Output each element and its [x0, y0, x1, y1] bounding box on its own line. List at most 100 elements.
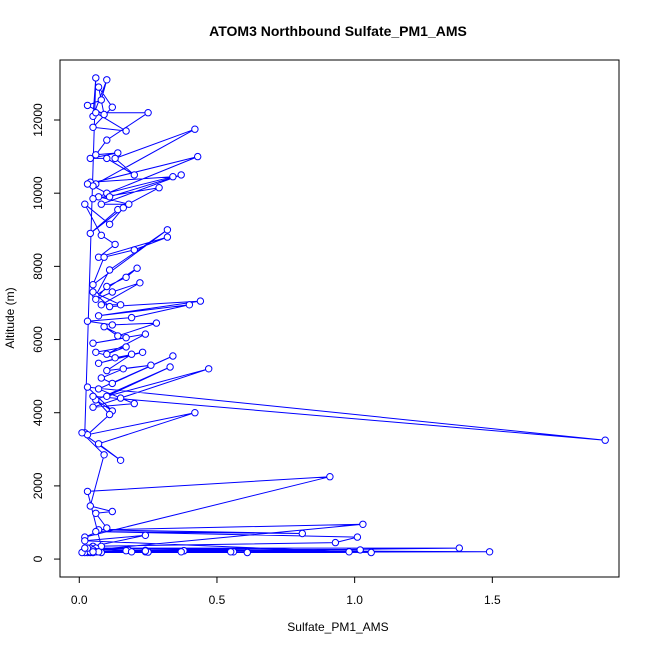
- data-point: [205, 365, 213, 373]
- data-point: [359, 520, 367, 528]
- data-point: [81, 544, 89, 552]
- data-point: [86, 229, 95, 238]
- y-tick-label: 2000: [31, 472, 45, 499]
- data-point: [116, 456, 125, 464]
- x-tick-label: 1.5: [484, 593, 501, 607]
- data-point: [103, 282, 111, 291]
- y-axis: 0 2000 4000 6000 8000 10000 12000: [31, 103, 61, 562]
- x-axis: 0.0 0.5 1.0 1.5: [71, 576, 501, 607]
- data-point: [455, 544, 463, 552]
- data-point: [122, 273, 130, 281]
- data-point: [147, 361, 155, 369]
- data-point: [92, 509, 100, 517]
- data-point: [105, 266, 114, 274]
- data-point: [177, 548, 185, 556]
- data-point: [601, 436, 609, 444]
- data-point: [185, 301, 194, 309]
- data-point: [130, 399, 139, 408]
- data-point: [89, 392, 97, 400]
- data-point: [196, 297, 205, 305]
- y-tick-label: 12000: [31, 103, 45, 137]
- data-point: [105, 220, 114, 229]
- x-axis-label: Sulfate_PM1_AMS: [287, 620, 388, 634]
- data-point: [119, 204, 128, 212]
- data-point: [356, 546, 364, 554]
- data-point: [108, 379, 117, 388]
- data-point: [103, 136, 111, 144]
- data-point: [97, 374, 106, 382]
- data-point: [353, 533, 362, 541]
- series-line: [81, 77, 606, 553]
- y-tick-label: 6000: [31, 326, 45, 353]
- data-point: [122, 343, 130, 351]
- data-point: [92, 74, 100, 82]
- data-point: [122, 127, 130, 135]
- data-point: [191, 409, 199, 417]
- data-point: [83, 317, 92, 325]
- data-point: [97, 200, 106, 208]
- data-point: [141, 547, 150, 555]
- data-point: [92, 109, 100, 117]
- y-tick-label: 4000: [31, 399, 45, 426]
- x-tick-label: 0.0: [71, 593, 88, 607]
- data-point: [89, 195, 97, 203]
- data-point: [133, 264, 141, 272]
- data-point: [116, 394, 125, 402]
- data-point: [138, 348, 147, 356]
- data-point: [83, 180, 92, 188]
- data-point: [103, 524, 111, 532]
- data-point: [89, 403, 97, 411]
- data-point: [298, 529, 306, 538]
- data-point: [127, 350, 136, 358]
- data-point: [83, 487, 92, 496]
- data-point: [485, 548, 494, 556]
- data-point: [94, 359, 103, 367]
- data-point: [141, 531, 150, 539]
- data-point: [108, 103, 117, 111]
- data-point: [103, 392, 111, 400]
- data-point: [94, 385, 103, 393]
- x-tick-label: 1.0: [346, 593, 363, 607]
- data-point: [114, 332, 122, 340]
- data-point: [119, 365, 128, 373]
- data-point: [103, 350, 111, 358]
- data-point: [169, 173, 177, 181]
- y-tick-label: 0: [31, 555, 45, 562]
- data-point: [100, 110, 108, 119]
- y-tick-label: 10000: [31, 176, 45, 210]
- data-point: [94, 440, 103, 448]
- data-point: [94, 312, 103, 320]
- data-point: [92, 295, 100, 303]
- data-point: [127, 548, 136, 556]
- data-point: [108, 507, 117, 516]
- data-point: [83, 101, 92, 110]
- data-point: [191, 125, 199, 133]
- data-point: [105, 302, 114, 311]
- data-point: [130, 246, 139, 254]
- data-point: [78, 429, 86, 437]
- data-point: [81, 200, 89, 208]
- data-point: [105, 410, 114, 419]
- plot-area-frame: [59, 59, 620, 578]
- data-point: [326, 473, 334, 481]
- data-point: [125, 200, 133, 208]
- data-point: [130, 171, 139, 179]
- data-point: [86, 502, 95, 510]
- data-point: [144, 109, 152, 117]
- data-point: [100, 323, 108, 331]
- data-point: [227, 548, 235, 556]
- data-point: [141, 330, 150, 338]
- data-point: [92, 348, 100, 356]
- data-point: [89, 288, 97, 296]
- data-point: [136, 279, 144, 287]
- data-point: [243, 548, 252, 557]
- data-point: [166, 363, 174, 371]
- data-point: [108, 321, 117, 329]
- y-axis-label: Altitude (m): [3, 287, 17, 348]
- data-point: [100, 451, 108, 459]
- data-point: [345, 548, 353, 556]
- y-tick-label: 8000: [31, 253, 45, 280]
- chart-title: ATOM3 Northbound Sulfate_PM1_AMS: [209, 23, 467, 39]
- data-point: [111, 154, 119, 163]
